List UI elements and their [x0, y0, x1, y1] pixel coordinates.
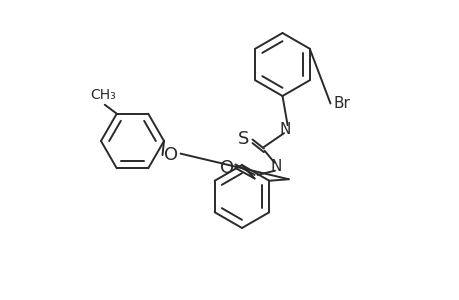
Text: O: O — [164, 146, 178, 164]
Text: N: N — [279, 122, 291, 136]
Text: CH₃: CH₃ — [90, 88, 116, 102]
Text: O: O — [219, 159, 234, 177]
Text: S: S — [237, 130, 249, 148]
Text: Br: Br — [333, 96, 350, 111]
Text: N: N — [270, 159, 281, 174]
